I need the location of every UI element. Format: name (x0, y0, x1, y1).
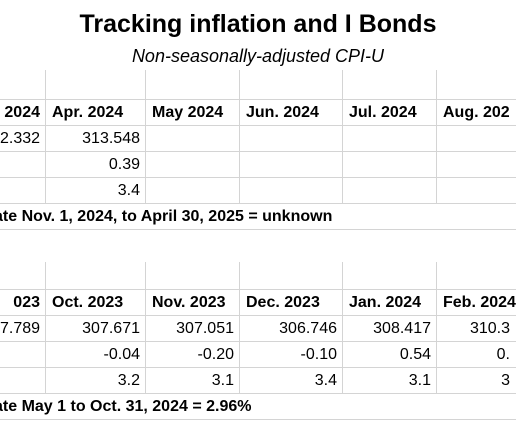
grid-line (45, 262, 46, 394)
table-cell[interactable]: 0. (496, 346, 510, 363)
table-cell[interactable] (437, 126, 516, 152)
grid-line (0, 125, 516, 126)
table-cell[interactable] (343, 126, 437, 152)
table-cell[interactable]: -0.04 (103, 346, 140, 363)
table-cell[interactable] (146, 126, 240, 152)
grid-line (0, 315, 516, 316)
table-cell[interactable]: 306.746 (279, 320, 337, 337)
table-cell[interactable]: 307.671 (82, 320, 140, 337)
grid-line (0, 289, 516, 290)
column-header[interactable]: Jun. 2024 (246, 104, 319, 121)
table-cell[interactable] (0, 342, 46, 368)
table-cell[interactable]: 310.3 (469, 320, 510, 337)
grid-line (0, 99, 516, 100)
table-cell[interactable]: 307.051 (176, 320, 234, 337)
grid-line (0, 393, 516, 394)
grid-line (0, 229, 516, 230)
column-header[interactable]: 023 (13, 294, 40, 311)
column-header[interactable]: Aug. 202 (443, 104, 510, 121)
column-header[interactable]: Feb. 2024 (443, 294, 516, 311)
table-cell[interactable]: 3.1 (408, 372, 431, 389)
table-cell[interactable]: 308.417 (373, 320, 431, 337)
column-header[interactable]: 2024 (4, 104, 40, 121)
column-header[interactable]: Jan. 2024 (349, 294, 422, 311)
rate-note[interactable]: ate Nov. 1, 2024, to April 30, 2025 = un… (0, 208, 333, 225)
column-header[interactable]: Dec. 2023 (246, 294, 320, 311)
page-subtitle: Non-seasonally-adjusted CPI-U (131, 46, 385, 66)
table-cell[interactable] (0, 152, 46, 178)
grid-line (145, 262, 146, 394)
grid-line (45, 70, 46, 204)
table-cell[interactable]: 313.548 (82, 130, 140, 147)
table-cell[interactable] (343, 152, 437, 178)
table-cell[interactable]: -0.10 (300, 346, 337, 363)
grid-line (0, 419, 516, 420)
table-cell[interactable] (146, 152, 240, 178)
page-title: Tracking inflation and I Bonds (79, 10, 437, 38)
grid-line (0, 203, 516, 204)
rate-note[interactable]: ate May 1 to Oct. 31, 2024 = 2.96% (0, 398, 252, 415)
table-cell[interactable] (240, 178, 343, 204)
grid-line (239, 70, 240, 204)
column-header[interactable]: Nov. 2023 (152, 294, 226, 311)
grid-line (0, 341, 516, 342)
table-cell[interactable] (240, 126, 343, 152)
table-cell[interactable]: 3 (501, 372, 510, 389)
table-cell[interactable]: 3.4 (117, 182, 140, 199)
table-cell[interactable] (437, 178, 516, 204)
table-cell[interactable]: 3.4 (314, 372, 337, 389)
grid-line (436, 70, 437, 204)
grid-line (0, 151, 516, 152)
column-header[interactable]: Oct. 2023 (52, 294, 124, 311)
table-cell[interactable]: 3.1 (211, 372, 234, 389)
grid-line (342, 70, 343, 204)
column-header[interactable]: Apr. 2024 (52, 104, 124, 121)
grid-line (342, 262, 343, 394)
column-header[interactable]: Jul. 2024 (349, 104, 417, 121)
grid-line (436, 262, 437, 394)
table-cell[interactable]: 2.332 (0, 130, 41, 147)
column-header[interactable]: May 2024 (152, 104, 224, 121)
grid-line (239, 262, 240, 394)
table-cell[interactable]: 0.39 (108, 156, 140, 173)
table-cell[interactable]: 7.789 (0, 320, 41, 337)
table-cell[interactable]: 0.54 (399, 346, 431, 363)
table-cell[interactable] (0, 178, 46, 204)
table-cell[interactable] (0, 368, 46, 394)
grid-line (145, 70, 146, 204)
table-cell[interactable] (437, 152, 516, 178)
table-cell[interactable] (146, 178, 240, 204)
grid-line (0, 367, 516, 368)
table-cell[interactable]: -0.20 (197, 346, 234, 363)
table-cell[interactable] (343, 178, 437, 204)
grid-line (0, 177, 516, 178)
table-cell[interactable] (240, 152, 343, 178)
table-cell[interactable]: 3.2 (117, 372, 140, 389)
